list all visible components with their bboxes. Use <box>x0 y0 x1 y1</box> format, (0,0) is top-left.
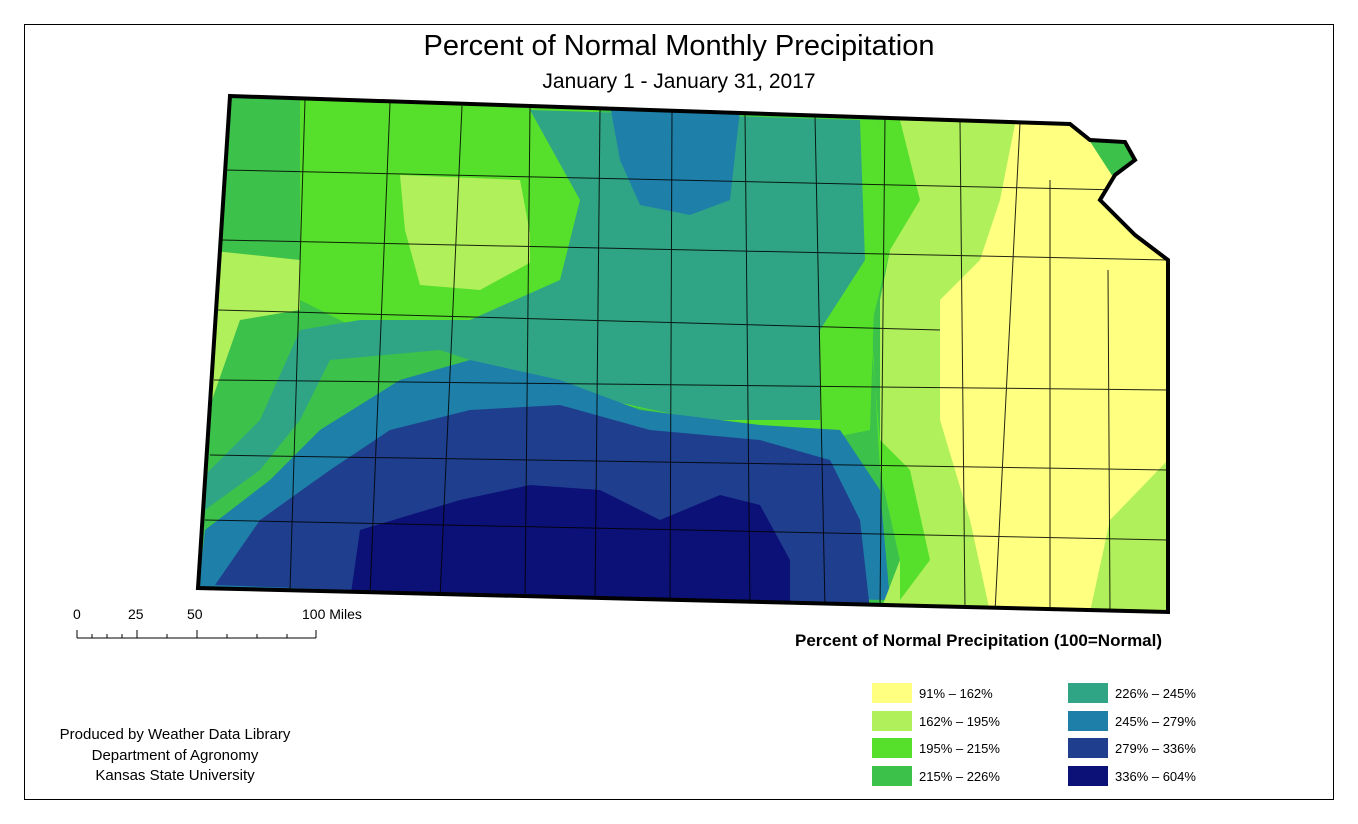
zone-245-279-north <box>610 105 740 215</box>
legend-item-6: 245% – 279% <box>1068 711 1268 731</box>
legend-label-3: 195% – 215% <box>919 741 1000 756</box>
legend-item-3: 195% – 215% <box>872 738 1072 758</box>
legend-swatch-3 <box>872 738 912 758</box>
map-subtitle: January 1 - January 31, 2017 <box>542 70 816 93</box>
scale-label-0: 0 <box>73 606 81 622</box>
legend-swatch-1 <box>872 683 912 703</box>
legend-label-5: 226% – 245% <box>1115 686 1196 701</box>
scale-label-100-miles: 100 Miles <box>302 606 362 622</box>
zone-162-195-north <box>400 175 535 290</box>
credits: Produced by Weather Data Library Departm… <box>30 725 320 787</box>
legend-label-8: 336% – 604% <box>1115 769 1196 784</box>
zone-195-215-east-edge <box>870 120 930 600</box>
scale-bar-graphic <box>76 630 317 639</box>
legend-swatch-8 <box>1068 766 1108 786</box>
credits-line-1: Produced by Weather Data Library <box>59 726 291 743</box>
precipitation-surface <box>198 96 1168 612</box>
credits-line-2: Department of Agronomy <box>91 746 259 764</box>
map-frame <box>24 24 1334 800</box>
legend: 91% – 162% 162% – 195% 195% – 215% 215% … <box>872 683 1232 793</box>
map-title: Percent of Normal Monthly Precipitation <box>423 30 935 62</box>
legend-swatch-2 <box>872 711 912 731</box>
legend-swatch-4 <box>872 766 912 786</box>
legend-label-1: 91% – 162% <box>919 686 993 701</box>
scale-label-25: 25 <box>128 606 144 622</box>
legend-label-4: 215% – 226% <box>919 769 1000 784</box>
scale-bar: 0 25 50 100 Miles <box>60 600 400 660</box>
legend-swatch-6 <box>1068 711 1108 731</box>
legend-item-4: 215% – 226% <box>872 766 1072 786</box>
legend-swatch-5 <box>1068 683 1108 703</box>
kansas-state-outline <box>195 93 1170 615</box>
zone-91-162 <box>940 124 1168 612</box>
credits-line-3: Kansas State University <box>95 767 255 784</box>
legend-title: Percent of Normal Precipitation (100=Nor… <box>795 631 1163 650</box>
zone-336-604 <box>350 485 790 610</box>
zone-162-195-west <box>205 250 300 420</box>
legend-item-5: 226% – 245% <box>1068 683 1268 703</box>
scale-label-50: 50 <box>187 606 203 622</box>
legend-swatch-7 <box>1068 738 1108 758</box>
legend-item-2: 162% – 195% <box>872 711 1072 731</box>
legend-item-8: 336% – 604% <box>1068 766 1268 786</box>
legend-item-1: 91% – 162% <box>872 683 1072 703</box>
legend-item-7: 279% – 336% <box>1068 738 1268 758</box>
legend-label-6: 245% – 279% <box>1115 714 1196 729</box>
county-boundaries <box>204 99 1168 612</box>
legend-label-2: 162% – 195% <box>919 714 1000 729</box>
legend-label-7: 279% – 336% <box>1115 741 1196 756</box>
